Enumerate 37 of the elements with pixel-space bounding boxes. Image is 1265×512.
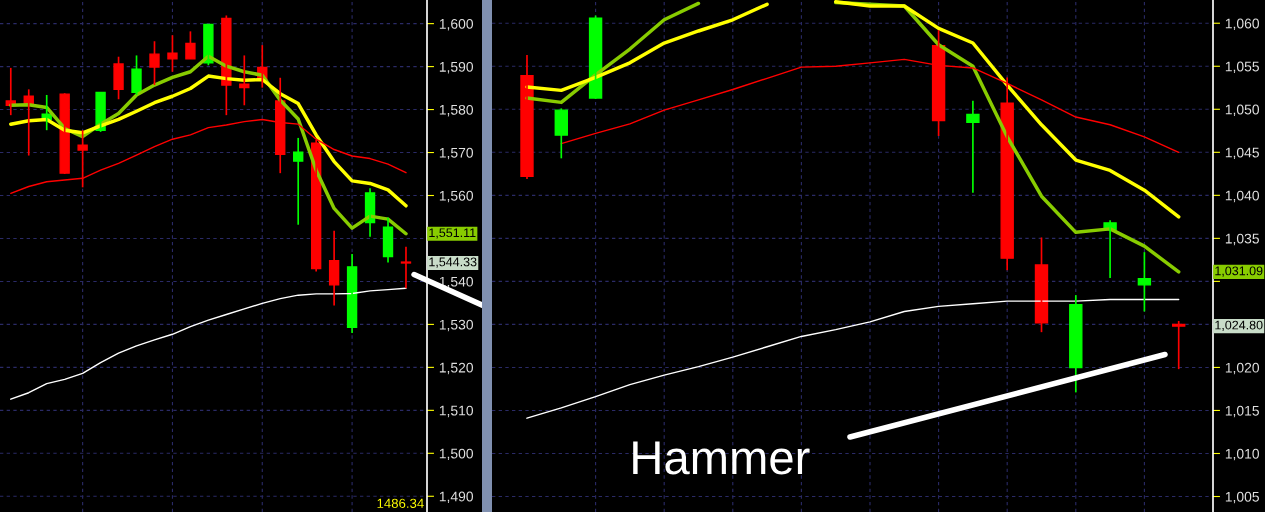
annotation: Hammer	[633, 441, 810, 475]
y-tick-label: 1,590	[439, 61, 474, 74]
candlestick	[400, 245, 412, 290]
text: 1,031.09	[1215, 266, 1263, 277]
text: 1,544.33	[429, 257, 477, 268]
y-tick-label: 1,020	[1225, 362, 1260, 375]
candlestick	[1137, 251, 1152, 313]
y-tick-label: 1,005	[1225, 491, 1259, 504]
candlestick	[966, 99, 980, 194]
text: 1,551.11	[429, 228, 476, 239]
y-tick-label: 1,045	[1225, 147, 1259, 160]
candlestick	[185, 30, 196, 60]
y-tick-label: 1,520	[439, 362, 474, 375]
y-tick-label: 1,600	[439, 18, 474, 31]
line-series	[10, 287, 407, 400]
y-tick-label: 1,500	[439, 448, 474, 461]
y-tick-label: 1,050	[1225, 104, 1260, 117]
candlestick	[113, 55, 124, 101]
y-tick-label: 1,510	[439, 405, 474, 418]
y-tick-label: 1,570	[439, 147, 474, 160]
y-tick-label: 1,530	[439, 319, 474, 332]
candlestick	[77, 129, 88, 189]
text: 1,024.80	[1215, 320, 1263, 331]
y-tick-label: 1,035	[1225, 233, 1259, 246]
y-tick-label: 1,040	[1225, 190, 1260, 203]
y-tick-label: 1,015	[1225, 405, 1259, 418]
y-tick-label: 1,560	[439, 190, 474, 203]
candlestick	[167, 34, 178, 73]
annotation: 1486.34	[377, 498, 424, 508]
y-tick-label: 1,060	[1225, 18, 1260, 31]
line-series	[526, 298, 1180, 419]
candlestick	[131, 54, 142, 96]
y-tick-label: 1,055	[1225, 61, 1259, 74]
y-tick-label: 1,490	[439, 491, 474, 504]
y-tick-label: 1,010	[1225, 448, 1260, 461]
y-tick-label: 1,580	[439, 104, 474, 117]
candlestick	[149, 40, 160, 86]
